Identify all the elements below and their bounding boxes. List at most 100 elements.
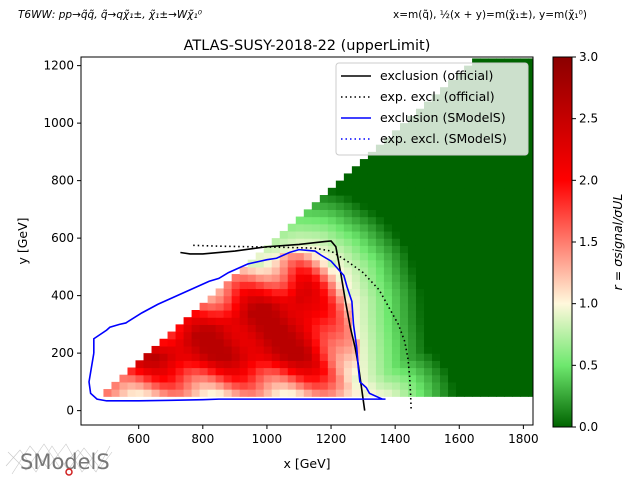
heatmap-cell [496,367,505,376]
heatmap-cell [399,288,409,297]
heatmap-cell [415,209,425,218]
heatmap-cell [512,223,521,232]
heatmap-cell [191,367,201,376]
heatmap-cell [512,187,521,196]
heatmap-cell [496,173,505,182]
heatmap-cell [432,216,441,225]
heatmap-cell [391,151,401,160]
heatmap-cell [367,281,377,290]
heatmap-cell [456,281,465,290]
heatmap-cell [391,310,401,318]
heatmap-cell [199,389,209,397]
heatmap-cell [432,302,441,311]
heatmap-cell [512,360,521,369]
heatmap-cell [287,374,297,383]
heatmap-cell [231,295,241,304]
heatmap-cell [183,389,193,397]
colorbar-tick-label: 0.0 [579,420,598,434]
heatmap-cell [279,324,289,333]
heatmap-cell [456,274,465,282]
y-tick-label: 1200 [43,59,74,73]
heatmap-cell [303,331,313,340]
heatmap-cell [399,166,409,175]
heatmap-cell [488,360,497,369]
heatmap-cell [207,295,217,304]
heatmap-cell [415,281,425,290]
heatmap-cell [504,317,513,325]
heatmap-cell [335,230,345,239]
heatmap-cell [480,374,489,383]
heatmap-cell [440,252,449,261]
heatmap-cell [488,381,497,390]
heatmap-cell [496,310,505,318]
heatmap-cell [375,345,385,354]
heatmap-cell [327,266,337,275]
heatmap-cell [239,302,249,311]
heatmap-cell [464,266,473,275]
heatmap-cell [375,173,385,182]
heatmap-cell [399,202,409,210]
heatmap-cell [480,195,489,203]
heatmap-cell [287,381,297,390]
heatmap-cell [520,159,529,167]
heatmap-cell [375,381,385,390]
heatmap-cell [488,288,497,297]
heatmap-cell [367,302,377,311]
heatmap-cell [448,274,457,282]
heatmap-cell [191,360,201,369]
heatmap-cell [351,259,361,268]
heatmap-cell [415,381,425,390]
heatmap-cell [512,345,521,354]
heatmap-cell [247,353,257,361]
heatmap-cell [424,317,433,325]
heatmap-cell [239,281,249,290]
heatmap-cell [255,295,265,304]
heatmap-cell [448,259,457,268]
heatmap-cell [199,338,209,347]
heatmap-cell [351,381,361,390]
heatmap-cell [456,345,465,354]
heatmap-cell [279,281,289,290]
x-axis-label: x [GeV] [283,456,330,471]
heatmap-cell [407,310,417,318]
heatmap-cell [255,302,265,311]
heatmap-cell [175,331,185,340]
heatmap-cell [528,295,533,304]
heatmap-cell [456,266,465,275]
heatmap-cell [239,324,249,333]
heatmap-cell [359,259,369,268]
heatmap-cell [223,338,233,347]
heatmap-cell [407,302,417,311]
heatmap-cell [407,202,417,210]
x-axis-ticks: 600 800 1000 1200 1400 1600 1800 [127,425,539,446]
heatmap-cell [520,302,529,311]
colorbar-tick-label: 1.0 [579,297,598,311]
heatmap-cell [263,281,273,290]
heatmap-cell [399,159,409,167]
heatmap-cell [335,209,345,218]
heatmap-cell [239,266,249,275]
heatmap-cell [496,360,505,369]
heatmap-cell [327,360,337,369]
heatmap-cell [303,345,313,354]
heatmap-cell [512,389,521,397]
heatmap-cell [303,389,313,397]
heatmap-cell [295,223,305,232]
heatmap-cell [480,252,489,261]
heatmap-cell [271,317,281,325]
x-tick-label: 600 [127,432,150,446]
heatmap-cell [480,274,489,282]
heatmap-cell [448,187,457,196]
heatmap-cell [383,288,393,297]
heatmap-cell [424,187,433,196]
heatmap-cell [351,367,361,376]
heatmap-cell [351,166,361,175]
heatmap-cell [504,360,513,369]
heatmap-cell [303,295,313,304]
heatmap-cell [391,281,401,290]
heatmap-cell [319,230,329,239]
heatmap-cell [440,166,449,175]
heatmap-cell [359,281,369,290]
heatmap-cell [231,331,241,340]
heatmap-cell [335,180,345,189]
